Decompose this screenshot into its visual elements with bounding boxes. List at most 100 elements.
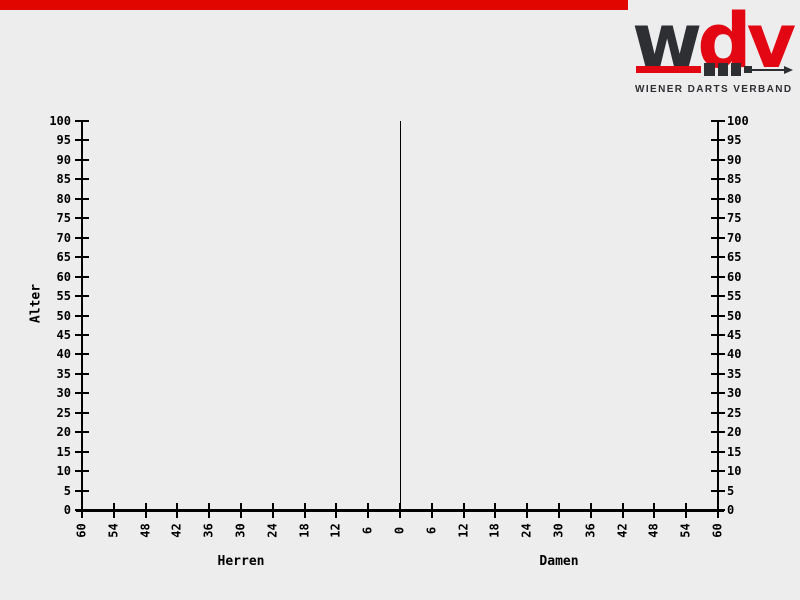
y-tick-right [711,489,725,492]
x-tick [112,503,115,518]
y-tick-right [711,256,725,259]
x-tick-label: 60 [74,523,89,538]
y-tick-label-left: 55 [56,289,71,304]
logo-tagline: WIENER DARTS VERBAND [635,84,793,95]
y-tick-right [711,470,725,473]
y-tick-label-right: 70 [727,230,742,245]
y-tick-left [75,411,89,414]
y-tick-left [75,489,89,492]
y-tick-left [75,256,89,259]
x-tick [176,503,179,518]
y-tick-left [75,236,89,239]
x-tick [717,503,719,518]
x-tick [494,503,497,518]
y-tick-left [75,431,89,434]
x-tick [621,503,624,518]
y-tick-left [75,314,89,317]
y-tick-label-right: 55 [727,289,742,304]
y-tick-right [711,236,725,239]
y-tick-label-right: 65 [727,250,742,265]
x-tick-label: 54 [678,523,693,538]
x-tick [303,503,306,518]
x-tick-label: 48 [138,523,153,538]
y-tick-label-right: 95 [727,133,742,148]
y-tick-label-left: 45 [56,327,71,342]
y-tick-label-right: 45 [727,327,742,342]
x-tick [208,503,211,518]
x-tick-label: 18 [297,523,312,538]
y-tick-right [711,158,725,161]
y-tick-label-left: 65 [56,250,71,265]
x-tick-label: 42 [615,523,630,538]
y-tick-label-left: 0 [63,503,71,517]
x-tick [589,503,592,518]
logo-wordmark: wdv [632,3,796,79]
y-tick-right [711,392,725,395]
y-tick-right [711,431,725,434]
x-tick-label: 0 [392,526,407,535]
y-tick-label-right: 20 [727,425,742,440]
x-group-label-herren: Herren [217,554,265,569]
y-tick-label-right: 25 [727,405,742,420]
y-tick-label-right: 10 [727,464,742,479]
x-tick-label: 6 [424,526,439,535]
y-tick-left [75,158,89,161]
y-tick-label-right: 60 [727,269,742,284]
y-tick-label-right: 100 [727,114,749,128]
y-tick-label-left: 30 [56,386,71,401]
y-tick-right [711,197,725,200]
x-tick-label: 30 [233,523,248,538]
y-tick-left [75,470,89,473]
x-tick [399,503,401,518]
y-tick-label-right: 50 [727,308,742,323]
y-tick-right [711,178,725,181]
y-tick-label-left: 80 [56,191,71,206]
y-tick-right [711,450,725,453]
x-tick-label: 24 [265,523,280,538]
y-tick-right [711,353,725,356]
y-tick-label-right: 75 [727,211,742,226]
x-tick [81,503,83,518]
y-tick-left [75,120,89,122]
y-tick-left [75,197,89,200]
y-tick-label-left: 90 [56,152,71,167]
x-tick [367,503,370,518]
x-tick-label: 12 [328,523,343,538]
y-tick-label-left: 35 [56,366,71,381]
x-tick [685,503,688,518]
y-tick-left [75,353,89,356]
y-tick-label-right: 80 [727,191,742,206]
y-tick-left [75,139,89,142]
x-tick [526,503,529,518]
y-tick-right [711,295,725,298]
y-tick-right [711,217,725,220]
x-tick-label: 12 [456,523,471,538]
y-tick-left [75,392,89,395]
y-tick-label-right: 40 [727,347,742,362]
x-tick [144,503,147,518]
x-tick-label: 24 [519,523,534,538]
y-tick-label-left: 85 [56,172,71,187]
y-tick-label-left: 40 [56,347,71,362]
x-tick-label: 42 [169,523,184,538]
x-tick-label: 36 [583,523,598,538]
x-tick-label: 6 [360,526,375,535]
y-tick-label-left: 50 [56,308,71,323]
x-tick-label: 48 [646,523,661,538]
x-tick [335,503,338,518]
y-tick-left [75,178,89,181]
x-tick-label: 36 [201,523,216,538]
x-tick-label: 18 [487,523,502,538]
y-tick-right [711,139,725,142]
y-tick-label-right: 0 [727,503,735,517]
x-tick [240,503,242,518]
x-tick [653,503,656,518]
x-tick [271,503,274,518]
wdv-logo: wdv WIENER DARTS VERBAND [630,0,800,100]
dart-icon [630,0,800,100]
x-tick-label: 60 [710,523,725,538]
y-tick-label-left: 70 [56,230,71,245]
y-tick-label-right: 15 [727,444,742,459]
y-tick-label-left: 60 [56,269,71,284]
